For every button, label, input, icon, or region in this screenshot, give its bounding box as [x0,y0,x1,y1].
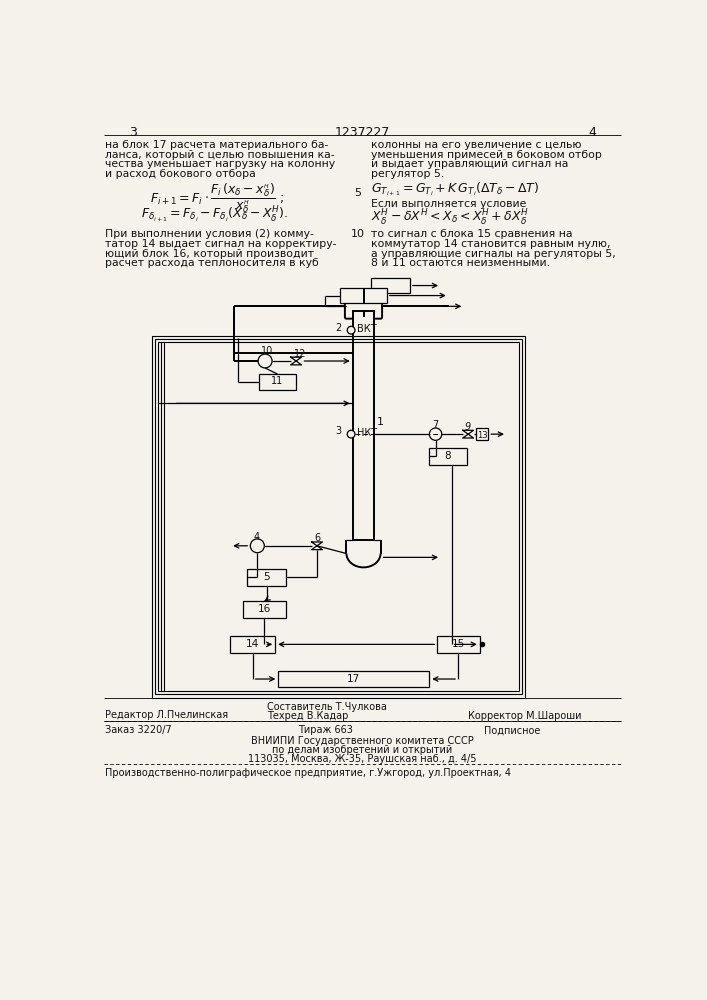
Text: 3: 3 [336,426,341,436]
Text: При выполнении условия (2) комму-: При выполнении условия (2) комму- [105,229,315,239]
Text: 4: 4 [588,126,596,139]
Text: $F_{i+1}=F_i\cdot\dfrac{F_i\,(x_\delta-x_\delta^{_H})}{x_\delta^{_H}}$ ;: $F_{i+1}=F_i\cdot\dfrac{F_i\,(x_\delta-x… [151,182,284,215]
Text: 7: 7 [433,420,439,430]
Text: 1237227: 1237227 [334,126,390,139]
Text: 113035, Москва, Ж-35, Раушская наб., д. 4/5: 113035, Москва, Ж-35, Раушская наб., д. … [247,754,477,764]
FancyBboxPatch shape [345,294,382,319]
Bar [158,342,518,691]
Text: на блок 17 расчета материального ба-: на блок 17 расчета материального ба- [105,140,329,150]
Text: по делам изобретений и открытий: по делам изобретений и открытий [271,745,452,755]
Text: $F_{\delta_{i+1}}=F_{\delta_i}-F_{\delta_i}(X_\delta-X_\delta^H).$: $F_{\delta_{i+1}}=F_{\delta_i}-F_{\delta… [141,205,288,225]
Text: чества уменьшает нагрузку на колонну: чества уменьшает нагрузку на колонну [105,159,336,169]
Bar [247,569,286,586]
Text: $G_{T_{i+1}}=G_{T_i}+K\,G_{T_i}(\Delta T_\delta-\Delta T)$: $G_{T_{i+1}}=G_{T_i}+K\,G_{T_i}(\Delta T… [371,180,539,198]
Text: 4: 4 [253,532,259,542]
Bar [230,636,275,653]
Text: Заказ 3220/7: Заказ 3220/7 [105,725,173,735]
Text: Корректор М.Шароши: Корректор М.Шароши [468,711,582,721]
Text: Если выполняется условие: Если выполняется условие [371,199,527,209]
Text: 3: 3 [129,126,136,139]
Circle shape [250,539,264,553]
Text: и выдает управляющий сигнал на: и выдает управляющий сигнал на [371,159,568,169]
Text: $X_\delta^H-\delta X^H< X_\delta< X_\delta^H+\delta X_\delta^H$: $X_\delta^H-\delta X^H< X_\delta< X_\del… [371,208,530,228]
Text: 2: 2 [336,323,342,333]
Bar [340,288,387,303]
Text: 13: 13 [477,431,487,440]
Bar [476,428,489,440]
Bar [243,601,286,618]
Bar [259,374,296,389]
Text: Подписное: Подписное [484,725,540,735]
Bar [155,339,522,694]
Text: 1: 1 [377,417,384,427]
Circle shape [258,354,272,368]
Text: 8 и 11 остаются неизменными.: 8 и 11 остаются неизменными. [371,258,550,268]
Text: ланса, который с целью повышения ка-: ланса, который с целью повышения ка- [105,150,335,160]
Circle shape [347,430,355,438]
Text: а управляющие сигналы на регуляторы 5,: а управляющие сигналы на регуляторы 5, [371,249,616,259]
Text: 9: 9 [465,422,472,432]
Text: расчет расхода теплоносителя в куб: расчет расхода теплоносителя в куб [105,258,319,268]
Text: 8: 8 [445,451,451,461]
Bar [353,311,374,540]
Bar [429,448,467,465]
Text: и расход бокового отбора: и расход бокового отбора [105,169,256,179]
Text: Техред В.Кадар: Техред В.Кадар [267,711,348,721]
Text: регулятор 5.: регулятор 5. [371,169,445,179]
Text: 17: 17 [347,674,360,684]
Bar [152,336,525,698]
Bar [437,636,480,653]
Text: 15: 15 [452,639,464,649]
Text: 6: 6 [315,533,321,543]
Bar [371,278,410,293]
Text: татор 14 выдает сигнал на корректиру-: татор 14 выдает сигнал на корректиру- [105,239,337,249]
Text: Редактор Л.Пчелинская: Редактор Л.Пчелинская [105,710,228,720]
Text: Составитель Т.Чулкова: Составитель Т.Чулкова [267,702,387,712]
Text: 12: 12 [293,349,306,359]
Text: уменьшения примесей в боковом отбор: уменьшения примесей в боковом отбор [371,150,602,160]
Text: ВНИИПИ Государственного комитета СССР: ВНИИПИ Государственного комитета СССР [250,736,473,746]
Text: ВКТ: ВКТ [356,324,376,334]
Text: 10: 10 [261,346,274,356]
Text: Производственно-полиграфическое предприятие, г.Ужгород, ул.Проектная, 4: Производственно-полиграфическое предприя… [105,768,511,778]
Text: колонны на его увеличение с целью: колонны на его увеличение с целью [371,140,582,150]
Text: 16: 16 [257,604,271,614]
Text: то сигнал с блока 15 сравнения на: то сигнал с блока 15 сравнения на [371,229,573,239]
Text: Тираж 663: Тираж 663 [298,725,353,735]
Text: 10: 10 [351,229,365,239]
Circle shape [347,326,355,334]
Text: 14: 14 [246,639,259,649]
Bar [279,671,429,687]
Text: 5: 5 [263,572,270,582]
Text: 11: 11 [271,376,284,386]
Text: НКТ: НКТ [356,428,377,438]
Text: 5: 5 [355,188,361,198]
Circle shape [429,428,442,440]
Text: ющий блок 16, который производит: ющий блок 16, который производит [105,249,315,259]
Text: коммутатор 14 становится равным нулю,: коммутатор 14 становится равным нулю, [371,239,611,249]
